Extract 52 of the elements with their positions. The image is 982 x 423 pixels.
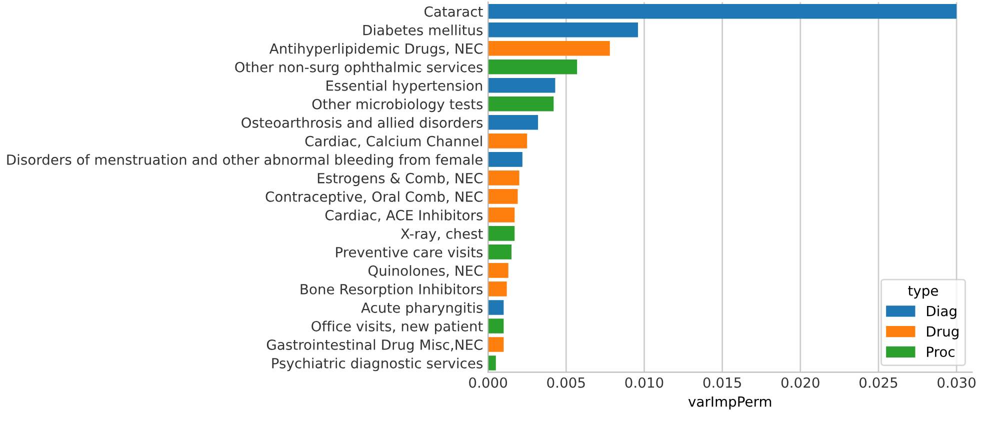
bar xyxy=(488,356,496,370)
y-tick-label: Bone Resorption Inhibitors xyxy=(300,284,483,298)
bar xyxy=(488,318,504,334)
legend-label: Drug xyxy=(927,326,958,340)
y-tick-label: Cardiac, Calcium Channel xyxy=(305,136,482,148)
bar xyxy=(488,96,554,112)
y-tick-label: Cardiac, ACE Inhibitors xyxy=(325,210,483,222)
y-tick-label: Estrogens & Comb, NEC xyxy=(318,172,482,186)
y-tick-label: Osteoarthrosis and allied disorders xyxy=(242,117,483,128)
bar xyxy=(488,59,578,74)
x-tick-label: 0.030 xyxy=(938,377,976,388)
x-axis-title: varImpPerm xyxy=(688,396,772,410)
bar xyxy=(488,226,515,241)
bar xyxy=(488,78,556,93)
y-tick-label: Antihyperlipidemic Drugs, NEC xyxy=(269,43,482,57)
bar xyxy=(488,208,515,222)
bar xyxy=(488,40,610,56)
y-tick-label: Office visits, new patient xyxy=(312,320,483,334)
bar xyxy=(488,115,538,130)
legend-title: type xyxy=(908,286,938,299)
y-tick-label: Contraceptive, Oral Comb, NEC xyxy=(266,191,482,205)
y-tick-label: Disorders of menstruation and other abnormal bleeding from female xyxy=(7,154,482,168)
bar xyxy=(488,134,528,148)
x-tick-label: 0.015 xyxy=(703,377,741,388)
y-tick-label: Psychiatric diagnostic services xyxy=(272,358,483,372)
y-tick-label: Quinolones, NEC xyxy=(368,265,482,278)
x-tick-label: 0.000 xyxy=(469,377,508,388)
y-tick-label: Other microbiology tests xyxy=(312,98,483,112)
legend-label: Proc xyxy=(927,346,954,358)
y-tick-label: Other non-surg ophthalmic services xyxy=(235,62,483,76)
bar xyxy=(488,244,512,260)
x-tick-label: 0.005 xyxy=(547,377,585,388)
x-tick-label: 0.020 xyxy=(781,377,820,388)
x-tick-label: 0.010 xyxy=(625,377,664,388)
bar xyxy=(488,152,522,167)
bar xyxy=(488,263,508,278)
y-tick-label: Essential hypertension xyxy=(326,80,482,94)
y-tick-label: Preventive care visits xyxy=(336,246,483,258)
bar xyxy=(488,282,507,296)
bar xyxy=(488,170,520,186)
bar xyxy=(488,22,638,38)
y-tick-label: X-ray, chest xyxy=(400,228,483,242)
bar xyxy=(488,189,518,204)
y-tick-label: Gastrointestinal Drug Misc,NEC xyxy=(266,339,482,353)
y-tick-label: Acute pharyngitis xyxy=(361,302,483,316)
legend-label: Diag xyxy=(927,306,956,319)
y-tick-label: Diabetes mellitus xyxy=(363,24,483,36)
y-tick-label: Cataract xyxy=(424,6,483,17)
bar xyxy=(488,300,504,315)
x-tick-label: 0.025 xyxy=(860,377,898,388)
bar xyxy=(488,337,504,352)
bar xyxy=(488,4,957,19)
